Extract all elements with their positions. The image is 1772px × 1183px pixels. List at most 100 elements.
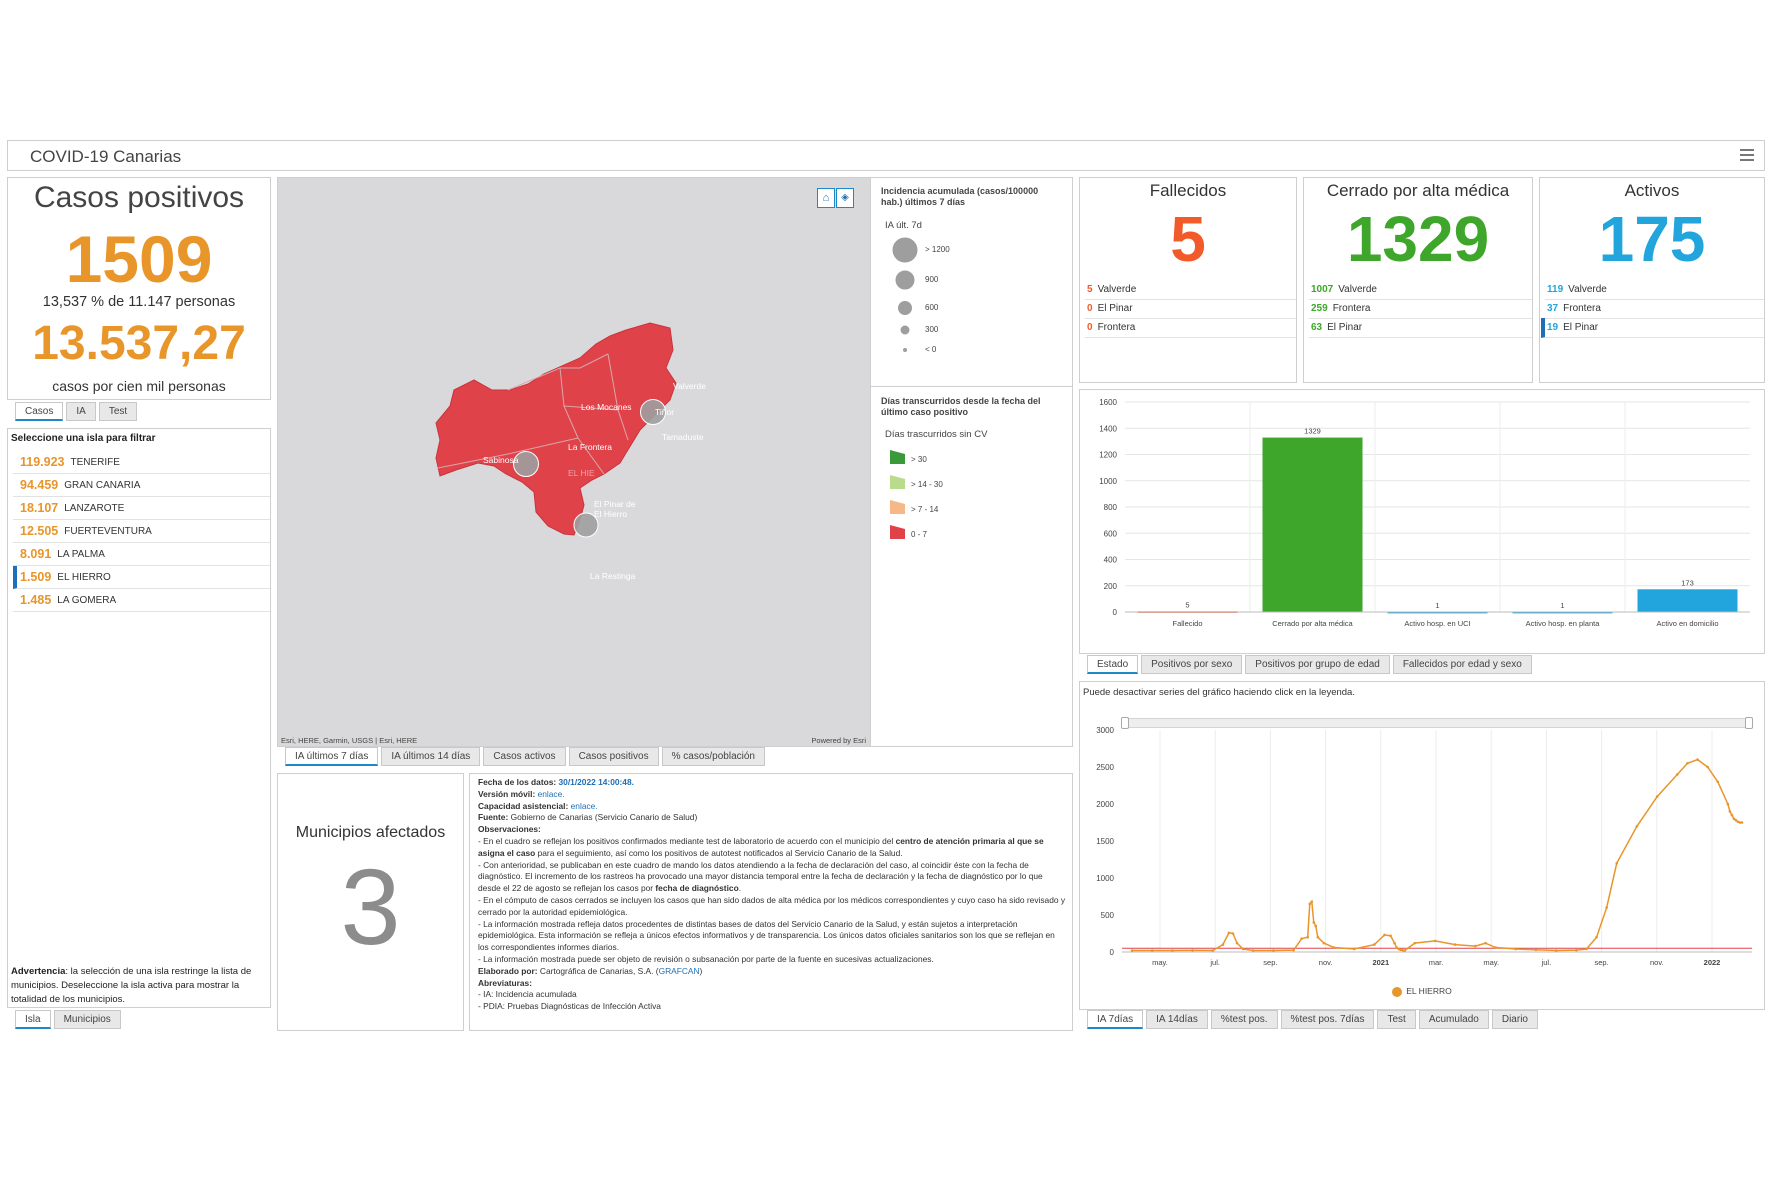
line-point: [1736, 820, 1740, 824]
tab-municipios[interactable]: Municipios: [53, 1010, 121, 1029]
tab-ia[interactable]: IA: [66, 402, 96, 421]
legend-title-dias: Días transcurridos desde la fecha del úl…: [881, 396, 1041, 417]
map-panel: Valverde Los Mocanes Tiñor Tamaduste La …: [277, 177, 1073, 747]
island-list-header: Seleccione una isla para filtrar: [11, 433, 156, 444]
tab-diario[interactable]: Diario: [1491, 1010, 1538, 1029]
bar-y-tick: 1600: [1099, 398, 1117, 407]
bar-x-label: Cerrado por alta médica: [1272, 619, 1353, 628]
line-series-el-hierro[interactable]: [1132, 758, 1742, 952]
line-point: [1595, 935, 1598, 939]
line-point: [1554, 949, 1558, 952]
legend-circles-svg: [891, 236, 919, 352]
tab-casos[interactable]: Casos: [15, 402, 64, 421]
casos-rate-label: casos por cien mil personas: [52, 378, 226, 394]
tab-casos-activos[interactable]: Casos activos: [483, 747, 566, 766]
line-point: [1696, 758, 1699, 761]
legend-swatch-0-7: [890, 525, 905, 539]
legend-circle-label: 300: [925, 325, 939, 334]
menu-icon[interactable]: [1740, 149, 1754, 161]
bar[interactable]: [1512, 611, 1613, 614]
bar[interactable]: [1387, 611, 1488, 614]
municipios-panel: Municipios afectados 3: [277, 773, 464, 1031]
grafcan-link[interactable]: GRAFCAN: [658, 965, 700, 976]
ia-circle-valverde[interactable]: [640, 399, 666, 425]
island-list-panel: Seleccione una isla para filtrar 119.923…: [7, 428, 271, 1008]
tab-ia-7[interactable]: IA últimos 7 días: [285, 747, 379, 766]
tab-positivos-sexo[interactable]: Positivos por sexo: [1141, 655, 1243, 674]
legend-swatch-14-30: [890, 475, 905, 489]
tab-casos-poblacion[interactable]: % casos/población: [661, 747, 765, 766]
line-point: [1706, 765, 1709, 769]
line-y-tick: 2000: [1096, 800, 1114, 809]
data-date: 30/1/2022 14:00:48.: [558, 777, 634, 787]
map-label-tamaduste: Tamaduste: [662, 432, 704, 442]
notes-text: Fecha de los datos: 30/1/2022 14:00:48. …: [478, 777, 1066, 1012]
line-x-tick: nov.: [1319, 958, 1333, 967]
line-x-tick: 2021: [1372, 958, 1389, 967]
fallecidos-row: 5 Valverde: [1085, 280, 1296, 300]
legend-swatch-label: 0 - 7: [911, 530, 928, 539]
line-point: [1655, 795, 1659, 798]
line-y-tick: 2500: [1096, 763, 1114, 772]
island-warning: Advertencia: la selección de una isla re…: [11, 966, 252, 1005]
island-row-el-hierro[interactable]: 1.509 EL HIERRO: [13, 566, 270, 589]
line-y-tick: 3000: [1096, 726, 1114, 735]
line-point: [1373, 943, 1376, 946]
tab-estado[interactable]: Estado: [1087, 655, 1139, 674]
tab-test-pos-7[interactable]: %test pos. 7días: [1280, 1010, 1375, 1029]
layers-icon[interactable]: ◈: [836, 188, 854, 208]
tab-acumulado[interactable]: Acumulado: [1418, 1010, 1489, 1029]
municipios-value: 3: [340, 846, 401, 967]
line-point: [1241, 947, 1245, 951]
home-icon[interactable]: ⌂: [817, 188, 835, 208]
range-slider[interactable]: [1121, 717, 1753, 729]
line-point: [1686, 762, 1689, 765]
island-row-gran-canaria[interactable]: 94.459 GRAN CANARIA: [13, 474, 270, 497]
ia-circle-el-pinar[interactable]: [573, 512, 599, 538]
range-handle-right[interactable]: [1745, 717, 1753, 729]
line-point: [1314, 924, 1318, 928]
line-point: [1332, 946, 1336, 949]
line-point: [1227, 931, 1231, 935]
legend-circle-600: [897, 300, 913, 316]
tab-test[interactable]: Test: [98, 402, 138, 421]
bar[interactable]: [1262, 437, 1363, 612]
legend-title-ia: Incidencia acumulada (casos/100000 hab.)…: [881, 186, 1039, 207]
tab-test[interactable]: Test: [1377, 1010, 1416, 1029]
line-point: [1171, 949, 1174, 952]
line-legend[interactable]: EL HIERRO: [1080, 986, 1764, 997]
bar-y-tick: 800: [1104, 503, 1118, 512]
island-value: 94.459: [20, 478, 59, 492]
tab-fallecidos-edad-sexo[interactable]: Fallecidos por edad y sexo: [1392, 655, 1532, 674]
tab-positivos-edad[interactable]: Positivos por grupo de edad: [1245, 655, 1390, 674]
line-point: [1413, 941, 1417, 945]
line-point: [1732, 817, 1736, 821]
tab-ia-7dias[interactable]: IA 7días: [1087, 1010, 1144, 1029]
mobile-link[interactable]: enlace.: [537, 788, 565, 799]
capacity-link[interactable]: enlace.: [570, 800, 598, 811]
tab-isla[interactable]: Isla: [15, 1010, 51, 1029]
map-canvas[interactable]: Valverde Los Mocanes Tiñor Tamaduste La …: [278, 178, 870, 746]
line-point: [1306, 935, 1310, 939]
line-point: [1615, 861, 1619, 865]
line-y-tick: 0: [1110, 948, 1115, 957]
legend-circle-label: > 1200: [925, 245, 950, 254]
island-row-la-gomera[interactable]: 1.485 LA GOMERA: [13, 589, 270, 612]
island-row-tenerife[interactable]: 119.923 TENERIFE: [13, 451, 270, 474]
tab-ia-14[interactable]: IA últimos 14 días: [381, 747, 481, 766]
island-row-la-palma[interactable]: 8.091 LA PALMA: [13, 543, 270, 566]
line-point: [1728, 810, 1732, 813]
tab-ia-14dias[interactable]: IA 14días: [1146, 1010, 1208, 1029]
bar[interactable]: [1637, 589, 1738, 612]
line-point: [1352, 947, 1356, 951]
island-row-lanzarote[interactable]: 18.107 LANZAROTE: [13, 497, 270, 520]
range-handle-left[interactable]: [1121, 717, 1129, 729]
ia-circle-frontera[interactable]: [513, 451, 539, 477]
fallecidos-panel: Fallecidos 5 5 Valverde 0 El Pinar 0 Fronte…: [1079, 177, 1297, 383]
tab-test-pos[interactable]: %test pos.: [1210, 1010, 1278, 1029]
tab-casos-positivos[interactable]: Casos positivos: [568, 747, 659, 766]
line-y-tick: 1000: [1096, 874, 1114, 883]
island-row-fuerteventura[interactable]: 12.505 FUERTEVENTURA: [13, 520, 270, 543]
line-x-tick: mar.: [1429, 958, 1444, 967]
cerrado-row: 63 El Pinar: [1309, 318, 1532, 338]
